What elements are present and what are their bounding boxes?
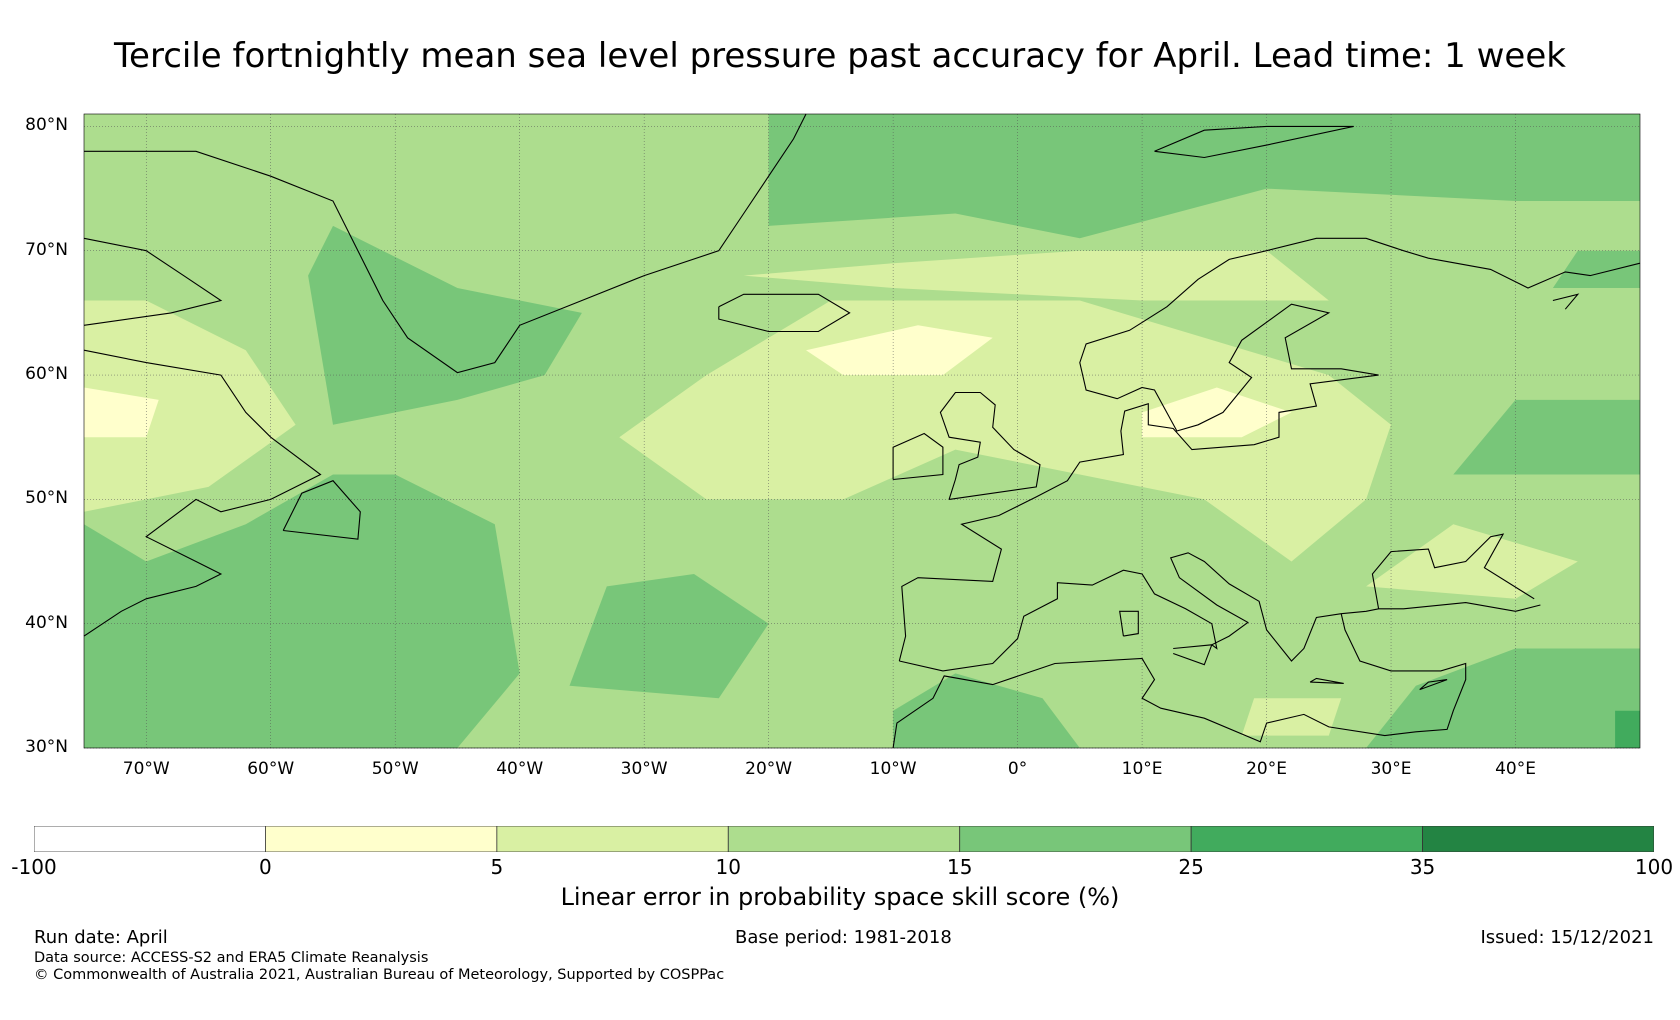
coastline <box>1419 679 1448 691</box>
coastline <box>898 237 1641 662</box>
skill-region <box>1366 648 1640 748</box>
coastline <box>892 613 1467 749</box>
colorbar-bin <box>727 826 961 852</box>
coastline <box>892 432 944 481</box>
lon-label: 20°W <box>745 759 793 779</box>
issued-date: Issued: 15/12/2021 <box>1480 927 1654 948</box>
lat-label: 60°N <box>25 364 68 385</box>
skill-regions <box>84 114 1640 748</box>
coastline <box>1552 293 1580 310</box>
colorbar-label: Linear error in probability space skill … <box>560 883 1120 911</box>
lat-label: 30°N <box>25 737 68 757</box>
colorbar-bin <box>34 826 266 852</box>
coastline <box>1154 125 1354 159</box>
skill-region <box>1142 387 1292 438</box>
coastline <box>83 349 322 637</box>
lon-label: 0° <box>1007 759 1028 779</box>
lon-label: 70°W <box>122 759 170 779</box>
skill-region <box>84 387 159 438</box>
coastline <box>282 480 361 540</box>
lat-label: 40°N <box>25 612 68 633</box>
lon-label: 30°W <box>620 759 668 779</box>
map-frame <box>83 113 1641 749</box>
coastline <box>718 293 851 333</box>
skill-region <box>84 300 296 512</box>
skill-region <box>1366 524 1578 599</box>
colorbar-tick: 100 <box>1634 855 1674 879</box>
colorbar-tick: 0 <box>259 855 272 879</box>
skill-region <box>84 474 520 748</box>
colorbar-bin <box>1422 826 1654 852</box>
colorbar-tick: 15 <box>946 855 973 879</box>
coastline <box>1173 644 1213 666</box>
skill-region <box>1453 399 1640 475</box>
skill-region <box>768 114 1640 239</box>
copyright: © Commonwealth of Australia 2021, Austra… <box>34 967 725 983</box>
lat-label: 50°N <box>25 488 68 509</box>
map-title: Tercile fortnightly mean sea level press… <box>114 36 1566 76</box>
colorbar-tick: 10 <box>715 855 741 879</box>
data-source: Data source: ACCESS-S2 and ERA5 Climate … <box>34 950 429 966</box>
skill-region <box>1615 710 1640 748</box>
colorbar-bin <box>1190 826 1423 852</box>
coastline <box>939 391 1041 500</box>
lon-label: 40°W <box>496 759 544 779</box>
coastline <box>1371 533 1535 609</box>
coastlines <box>83 113 1641 749</box>
colorbar-tick: -100 <box>11 855 57 879</box>
lon-label: 50°W <box>371 759 419 779</box>
skill-region <box>619 300 1391 562</box>
skill-region <box>1552 250 1640 288</box>
skill-region <box>569 574 769 699</box>
coastline <box>1119 610 1139 637</box>
lat-label: 80°N <box>25 115 68 136</box>
colorbar <box>34 826 1654 852</box>
skill-region <box>806 325 993 376</box>
lat-label: 70°N <box>25 239 68 260</box>
colorbar-bin <box>496 826 729 852</box>
skill-region <box>893 673 1080 748</box>
lon-label: 30°E <box>1370 759 1412 779</box>
colorbar-bin <box>265 826 498 852</box>
base-period: Base period: 1981-2018 <box>735 927 952 948</box>
lon-label: 10°W <box>869 759 917 779</box>
skill-region <box>743 250 1329 301</box>
lon-label: 20°E <box>1246 759 1287 779</box>
coastline <box>83 237 223 326</box>
lon-label: 40°E <box>1495 759 1536 779</box>
coastline <box>899 552 1541 672</box>
map-gridlines <box>84 114 1640 749</box>
colorbar-bin <box>959 826 1192 852</box>
coastline <box>84 113 807 374</box>
lon-label: 10°E <box>1121 759 1163 779</box>
colorbar-tick: 5 <box>490 855 504 879</box>
lon-label: 60°W <box>247 759 295 779</box>
colorbar-tick: 35 <box>1409 855 1436 879</box>
colorbar-tick: 25 <box>1178 855 1204 879</box>
run-date: Run date: April <box>34 927 168 948</box>
coastline <box>1309 677 1344 684</box>
